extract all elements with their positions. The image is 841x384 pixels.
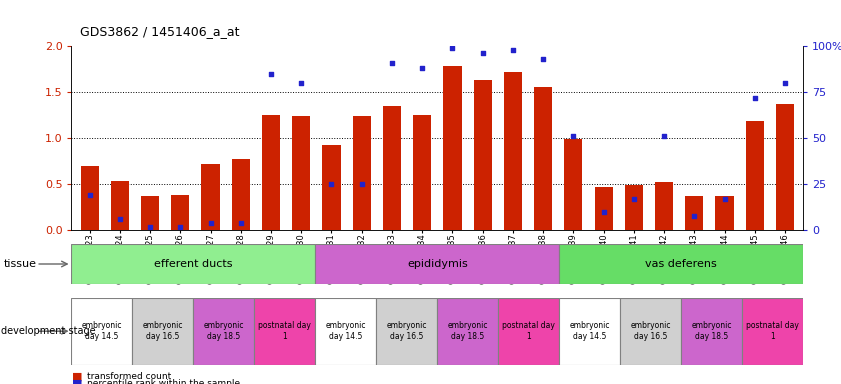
Point	[294, 80, 308, 86]
Bar	[172, 195, 189, 230]
Bar	[322, 145, 341, 230]
Bar	[193, 298, 254, 365]
Point	[537, 56, 550, 62]
Bar	[315, 244, 559, 284]
Bar	[620, 298, 681, 365]
Point	[204, 220, 217, 226]
Bar	[254, 298, 315, 365]
Point	[83, 192, 97, 199]
Text: embryonic
day 16.5: embryonic day 16.5	[631, 321, 671, 341]
Bar	[746, 121, 764, 230]
Point	[415, 65, 429, 71]
Bar	[111, 180, 129, 230]
Bar	[504, 72, 522, 230]
Bar	[352, 116, 371, 230]
Bar	[559, 244, 803, 284]
Text: embryonic
day 14.5: embryonic day 14.5	[569, 321, 610, 341]
Bar	[315, 298, 376, 365]
Bar	[262, 115, 280, 230]
Point	[234, 220, 247, 226]
Bar	[534, 87, 553, 230]
Bar	[376, 298, 437, 365]
Bar	[473, 80, 492, 230]
Text: ■: ■	[71, 378, 82, 384]
Bar	[81, 166, 98, 230]
Point	[173, 223, 187, 230]
Text: GDS3862 / 1451406_a_at: GDS3862 / 1451406_a_at	[80, 25, 240, 38]
Bar	[655, 182, 673, 230]
Text: epididymis: epididymis	[407, 259, 468, 269]
Point	[567, 133, 580, 139]
Bar	[71, 298, 132, 365]
Bar	[685, 196, 703, 230]
Point	[778, 80, 791, 86]
Bar	[292, 116, 310, 230]
Text: embryonic
day 16.5: embryonic day 16.5	[143, 321, 183, 341]
Bar	[141, 196, 159, 230]
Bar	[437, 298, 498, 365]
Bar	[742, 298, 803, 365]
Point	[718, 196, 732, 202]
Text: postnatal day
1: postnatal day 1	[746, 321, 799, 341]
Point	[748, 94, 761, 101]
Bar	[71, 244, 315, 284]
Text: efferent ducts: efferent ducts	[154, 259, 233, 269]
Bar	[681, 298, 742, 365]
Bar	[716, 196, 733, 230]
Bar	[625, 185, 643, 230]
Text: postnatal day
1: postnatal day 1	[502, 321, 555, 341]
Point	[476, 50, 489, 56]
Point	[264, 71, 278, 77]
Text: vas deferens: vas deferens	[645, 259, 717, 269]
Point	[658, 133, 671, 139]
Point	[355, 181, 368, 187]
Bar	[232, 159, 250, 230]
Point	[506, 47, 520, 53]
Text: embryonic
day 18.5: embryonic day 18.5	[204, 321, 244, 341]
Bar	[498, 298, 559, 365]
Text: embryonic
day 16.5: embryonic day 16.5	[387, 321, 427, 341]
Bar	[443, 66, 462, 230]
Text: tissue: tissue	[4, 259, 37, 269]
Text: embryonic
day 14.5: embryonic day 14.5	[82, 321, 122, 341]
Bar	[383, 106, 401, 230]
Bar	[413, 115, 431, 230]
Text: postnatal day
1: postnatal day 1	[258, 321, 311, 341]
Point	[688, 213, 701, 219]
Bar	[202, 164, 220, 230]
Point	[114, 216, 127, 222]
Text: development stage: development stage	[1, 326, 96, 336]
Bar	[564, 139, 583, 230]
Bar	[559, 298, 620, 365]
Text: embryonic
day 14.5: embryonic day 14.5	[325, 321, 366, 341]
Point	[597, 209, 611, 215]
Point	[143, 223, 156, 230]
Text: embryonic
day 18.5: embryonic day 18.5	[691, 321, 732, 341]
Point	[385, 60, 399, 66]
Bar	[776, 104, 794, 230]
Bar	[132, 298, 193, 365]
Point	[446, 45, 459, 51]
Text: embryonic
day 18.5: embryonic day 18.5	[447, 321, 488, 341]
Text: ■: ■	[71, 371, 82, 381]
Point	[627, 196, 641, 202]
Bar	[595, 187, 613, 230]
Text: percentile rank within the sample: percentile rank within the sample	[87, 379, 240, 384]
Text: transformed count: transformed count	[87, 372, 171, 381]
Point	[325, 181, 338, 187]
